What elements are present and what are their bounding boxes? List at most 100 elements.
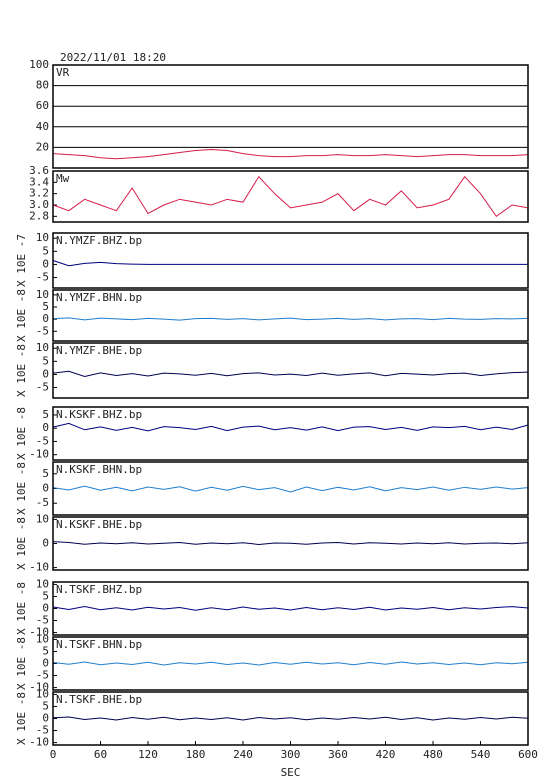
data-line — [52, 606, 529, 611]
y-tick-label: 80 — [36, 79, 49, 92]
y-tick-label: 10 — [36, 687, 49, 700]
panel-frame — [52, 64, 529, 169]
y-tick-label: -10 — [29, 448, 49, 461]
y-tick-label: 10 — [36, 288, 49, 301]
y-tick-label: 0 — [42, 712, 49, 725]
x-tick-label: 180 — [186, 748, 206, 761]
x-tick-label: 360 — [328, 748, 348, 761]
x-tick-label: 120 — [138, 748, 158, 761]
y-tick-label: 2.8 — [29, 209, 49, 222]
panel-frame — [52, 342, 529, 399]
x-tick-label: 0 — [50, 748, 57, 761]
y-tick-label: 10 — [36, 632, 49, 645]
x-tick-label: 540 — [471, 748, 491, 761]
panel-frame — [52, 289, 529, 342]
x-axis-label: SEC — [281, 766, 301, 779]
y-tick-label: 5 — [42, 244, 49, 257]
y-axis-label: X 10E -8 — [15, 517, 28, 570]
panel-frame — [52, 516, 529, 571]
series-label: VR — [56, 66, 70, 79]
panel-frame — [52, 232, 529, 289]
series-label: N.TSKF.BHE.bp — [56, 693, 142, 706]
x-tick-label: 300 — [281, 748, 301, 761]
y-tick-label: 0 — [42, 367, 49, 380]
data-line — [52, 716, 529, 721]
series-label: N.KSKF.BHE.bp — [56, 518, 142, 531]
y-tick-label: 5 — [42, 408, 49, 421]
y-tick-label: -10 — [29, 626, 49, 639]
y-axis-label: X 10E -8 — [15, 289, 28, 342]
series-label: N.KSKF.BHZ.bp — [56, 408, 142, 421]
panel-frame — [52, 406, 529, 461]
series-label: N.YMZF.BHN.bp — [56, 291, 142, 304]
data-line — [52, 541, 529, 545]
series-label: N.TSKF.BHZ.bp — [56, 583, 142, 596]
y-tick-label: 10 — [36, 341, 49, 354]
y-axis-label: X 10E -8 — [15, 692, 28, 745]
data-line — [52, 485, 529, 493]
panel-frame — [52, 581, 529, 636]
y-tick-label: 3.2 — [29, 187, 49, 200]
y-tick-label: 10 — [36, 512, 49, 525]
y-tick-label: 3.0 — [29, 198, 49, 211]
y-axis-label: X 10E -8 — [15, 407, 28, 460]
y-tick-label: -10 — [29, 561, 49, 574]
series-label: N.YMZF.BHZ.bp — [56, 234, 142, 247]
series-label: N.KSKF.BHN.bp — [56, 463, 142, 476]
y-tick-label: -10 — [29, 736, 49, 749]
x-tick-label: 420 — [376, 748, 396, 761]
y-tick-label: 3.4 — [29, 175, 49, 188]
series-label: N.TSKF.BHN.bp — [56, 638, 142, 651]
y-tick-label: -5 — [36, 381, 49, 394]
y-tick-label: -5 — [36, 434, 49, 447]
y-tick-label: 0 — [42, 657, 49, 670]
x-tick-label: 480 — [423, 748, 443, 761]
y-tick-label: 3.6 — [29, 164, 49, 177]
chart-title: 2022/11/01 18:20 — [60, 51, 166, 64]
y-axis-label: X 10E -8 — [15, 637, 28, 690]
series-label: N.YMZF.BHE.bp — [56, 344, 142, 357]
data-line — [52, 661, 529, 666]
data-line — [52, 422, 529, 432]
panel-frame — [52, 170, 529, 223]
series-label: Mw — [56, 172, 70, 185]
y-tick-label: 10 — [36, 231, 49, 244]
y-tick-label: 5 — [42, 300, 49, 313]
y-tick-label: -5 — [36, 669, 49, 682]
y-tick-label: 60 — [36, 99, 49, 112]
y-tick-label: -5 — [36, 724, 49, 737]
y-axis-label: X 10E -8 — [15, 582, 28, 635]
y-tick-label: 20 — [36, 140, 49, 153]
y-tick-label: -10 — [29, 681, 49, 694]
y-tick-label: 0 — [42, 602, 49, 615]
y-tick-label: 0 — [42, 482, 49, 495]
y-tick-label: 40 — [36, 120, 49, 133]
y-tick-label: -5 — [36, 271, 49, 284]
data-line — [52, 175, 529, 218]
x-tick-label: 240 — [233, 748, 253, 761]
y-tick-label: -5 — [36, 324, 49, 337]
data-line — [52, 370, 529, 378]
y-tick-label: 0 — [42, 312, 49, 325]
y-tick-label: 0 — [42, 257, 49, 270]
y-tick-label: 10 — [36, 577, 49, 590]
data-line — [52, 317, 529, 321]
data-line — [52, 148, 529, 160]
data-line — [52, 260, 528, 267]
y-tick-label: -5 — [36, 614, 49, 627]
x-tick-label: 60 — [94, 748, 107, 761]
y-tick-label: -5 — [36, 496, 49, 509]
y-tick-label: 5 — [42, 589, 49, 602]
y-axis-label: X 10E -7 — [15, 234, 28, 287]
y-tick-label: 5 — [42, 354, 49, 367]
y-tick-label: 5 — [42, 644, 49, 657]
y-tick-label: 100 — [29, 58, 49, 71]
y-axis-label: X 10E -8 — [15, 462, 28, 515]
y-tick-label: 5 — [42, 699, 49, 712]
y-tick-label: 0 — [42, 537, 49, 550]
y-tick-label: 0 — [42, 421, 49, 434]
x-tick-label: 600 — [518, 748, 538, 761]
panel-frame — [52, 636, 529, 691]
y-axis-label: X 10E -8 — [15, 344, 28, 397]
